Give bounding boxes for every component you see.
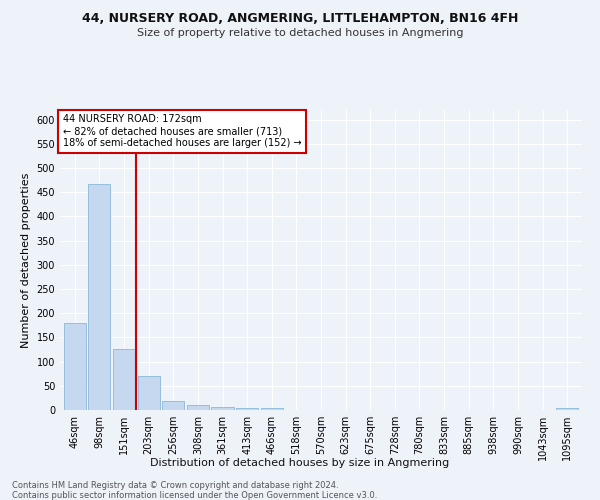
Bar bbox=[260, 408, 283, 410]
Bar bbox=[64, 323, 86, 410]
Text: Contains HM Land Registry data © Crown copyright and database right 2024.: Contains HM Land Registry data © Crown c… bbox=[12, 481, 338, 490]
Text: Distribution of detached houses by size in Angmering: Distribution of detached houses by size … bbox=[151, 458, 449, 468]
Y-axis label: Number of detached properties: Number of detached properties bbox=[21, 172, 31, 348]
Bar bbox=[162, 402, 184, 410]
Text: Size of property relative to detached houses in Angmering: Size of property relative to detached ho… bbox=[137, 28, 463, 38]
Text: 44, NURSERY ROAD, ANGMERING, LITTLEHAMPTON, BN16 4FH: 44, NURSERY ROAD, ANGMERING, LITTLEHAMPT… bbox=[82, 12, 518, 26]
Bar bbox=[556, 408, 578, 410]
Bar bbox=[236, 408, 258, 410]
Bar bbox=[187, 404, 209, 410]
Bar bbox=[88, 184, 110, 410]
Bar bbox=[211, 406, 233, 410]
Text: Contains public sector information licensed under the Open Government Licence v3: Contains public sector information licen… bbox=[12, 491, 377, 500]
Bar bbox=[137, 376, 160, 410]
Bar bbox=[113, 349, 135, 410]
Text: 44 NURSERY ROAD: 172sqm
← 82% of detached houses are smaller (713)
18% of semi-d: 44 NURSERY ROAD: 172sqm ← 82% of detache… bbox=[62, 114, 301, 148]
